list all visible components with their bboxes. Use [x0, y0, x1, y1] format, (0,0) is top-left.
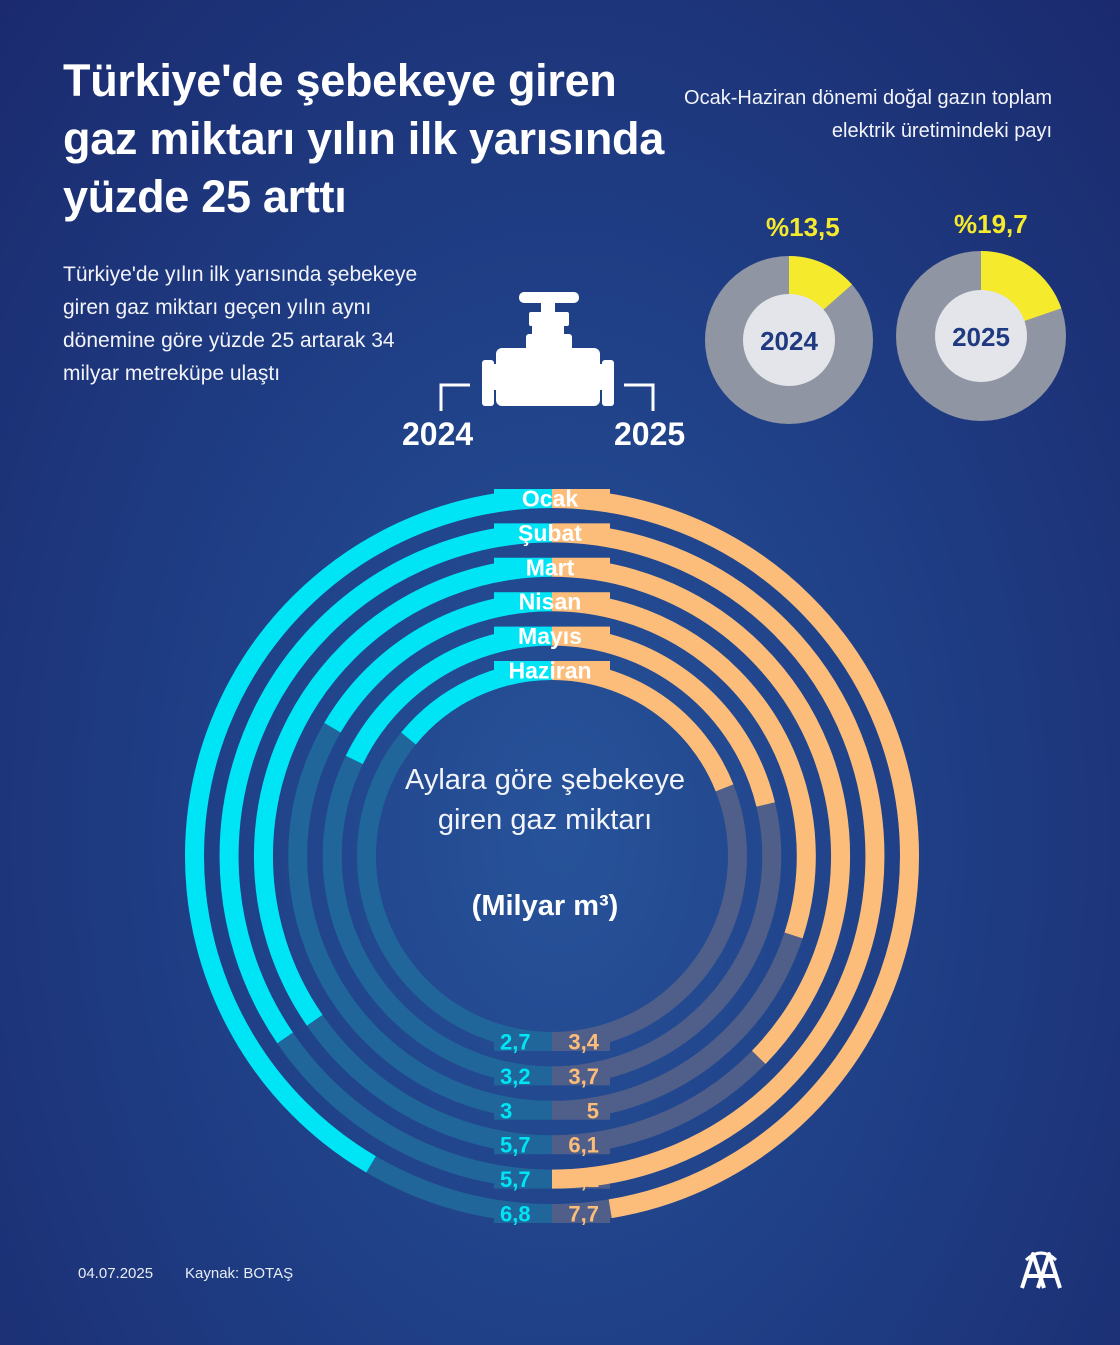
footer-source: Kaynak: BOTAŞ	[185, 1265, 294, 1282]
value-label-2025-1: 7,7	[568, 1202, 599, 1227]
ring-2024-track-6	[357, 661, 553, 1051]
month-label-5: Mayıs	[518, 623, 582, 649]
ring-2025-bar-5	[551, 626, 782, 1086]
chart-center-title: Aylara göre şebekeye giren gaz miktarı	[405, 764, 685, 836]
value-label-2025-3: 6,1	[568, 1133, 599, 1158]
ring-2024-bar-4	[288, 592, 553, 1120]
month-label-3: Mart	[526, 554, 575, 580]
value-label-2025-5: 3,7	[568, 1064, 599, 1089]
ring-2024-bar-5	[322, 626, 553, 1086]
page-subtitle: Türkiye'de yılın ilk yarısında şebekeye …	[63, 263, 418, 385]
ring-2025-bar-2	[551, 523, 885, 1189]
ring-2024-bar-2	[219, 523, 553, 1189]
value-label-2024-4: 3	[500, 1098, 512, 1123]
legend-year-2025: 2025	[614, 416, 686, 452]
pie-chart-2025: 2025	[896, 251, 1066, 421]
month-label-2: Şubat	[518, 520, 582, 546]
ring-2024-bar-1	[185, 489, 553, 1223]
value-label-2024-1: 6,8	[500, 1202, 531, 1227]
value-label-2024-2: 5,7	[500, 1167, 531, 1192]
month-label-4: Nisan	[519, 589, 582, 615]
ring-2025-bar-6	[551, 661, 747, 1051]
ring-2025-bar-4	[551, 592, 816, 1120]
month-label-1: Ocak	[522, 486, 578, 512]
ring-2024-bar-3	[253, 557, 553, 1155]
value-label-2024-3: 5,7	[500, 1133, 531, 1158]
ring-2025-bar-3	[551, 557, 851, 1155]
pie-2025-year: 2025	[952, 322, 1010, 352]
ring-2025-bar-1	[551, 489, 919, 1223]
footer-date: 04.07.2025	[78, 1265, 154, 1282]
aa-logo	[1020, 1251, 1062, 1289]
pie-section-heading: Ocak-Haziran dönemi doğal gazın toplam e…	[684, 87, 1052, 142]
pie-2025-percent-label: %19,7	[954, 209, 1028, 239]
pie-2024-year: 2024	[760, 326, 818, 356]
pie-2024-percent-label: %13,5	[766, 212, 840, 242]
ring-2025-track-6	[551, 661, 747, 1051]
legend-year-2024: 2024	[402, 416, 474, 452]
value-label-2025-6: 3,4	[568, 1030, 599, 1055]
gas-valve-icon	[439, 292, 655, 411]
ring-2024-bar-6	[357, 661, 553, 1051]
month-label-6: Haziran	[508, 658, 591, 684]
value-label-2025-2: 8,1	[568, 1167, 599, 1192]
value-label-2025-4: 5	[587, 1098, 599, 1123]
page-title: Türkiye'de şebekeye giren gaz miktarı yı…	[63, 55, 664, 222]
pie-chart-2024: 2024	[705, 256, 873, 424]
chart-center-unit: (Milyar m³)	[471, 890, 619, 922]
value-label-2024-5: 3,2	[500, 1064, 531, 1089]
value-label-2024-6: 2,7	[500, 1030, 531, 1055]
pie-2024-center	[743, 294, 835, 386]
pie-2025-center	[935, 290, 1027, 382]
